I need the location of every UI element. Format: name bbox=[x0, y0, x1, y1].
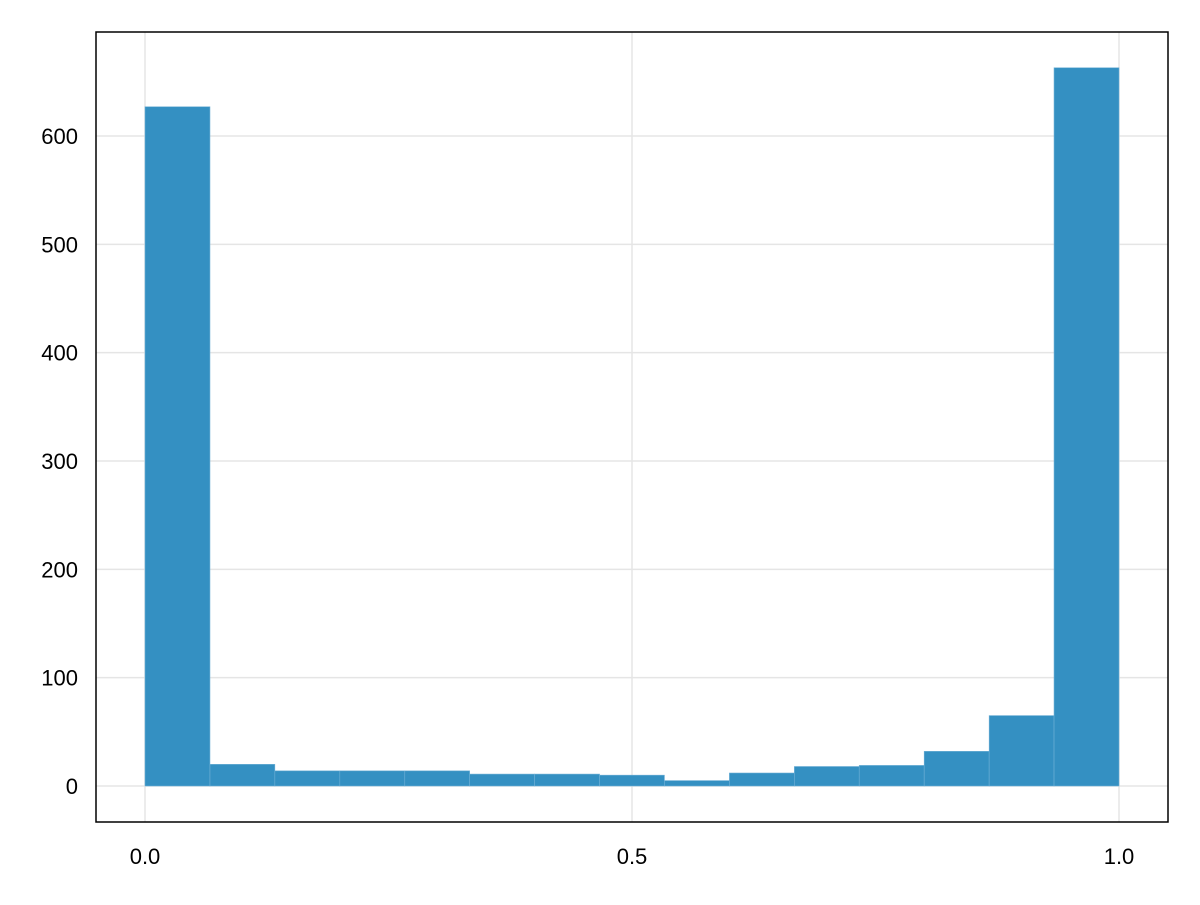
histogram-bar bbox=[144, 106, 211, 787]
bars bbox=[144, 67, 1120, 787]
histogram-bar bbox=[1053, 67, 1120, 787]
y-tick-label: 300 bbox=[41, 449, 78, 474]
histogram-bar bbox=[599, 774, 665, 787]
histogram-bar bbox=[988, 715, 1055, 787]
histogram-bar bbox=[469, 773, 535, 787]
histogram-bar bbox=[729, 772, 795, 787]
x-tick-label: 0.0 bbox=[130, 844, 161, 869]
y-tick-label: 200 bbox=[41, 557, 78, 582]
x-tick-label: 1.0 bbox=[1104, 844, 1135, 869]
histogram-bar bbox=[274, 770, 341, 787]
y-tick-label: 100 bbox=[41, 666, 78, 691]
histogram-bar bbox=[209, 764, 276, 787]
histogram-bar bbox=[664, 780, 730, 787]
histogram-bar bbox=[858, 765, 925, 787]
plot-frame bbox=[95, 31, 1169, 823]
y-tick-label: 400 bbox=[41, 341, 78, 366]
y-tick-label: 600 bbox=[41, 124, 78, 149]
x-tick-label: 0.5 bbox=[617, 844, 648, 869]
histogram-bar bbox=[404, 770, 470, 787]
histogram-bar bbox=[923, 751, 990, 787]
y-tick-label: 500 bbox=[41, 232, 78, 257]
grid bbox=[96, 32, 1168, 822]
histogram-bar bbox=[534, 773, 600, 787]
tick-labels: 0.0 0.5 1.0 0 100 200 300 400 500 600 bbox=[41, 124, 1134, 869]
histogram-bar bbox=[339, 770, 406, 787]
histogram-bar bbox=[794, 766, 860, 787]
y-tick-label: 0 bbox=[66, 774, 78, 799]
